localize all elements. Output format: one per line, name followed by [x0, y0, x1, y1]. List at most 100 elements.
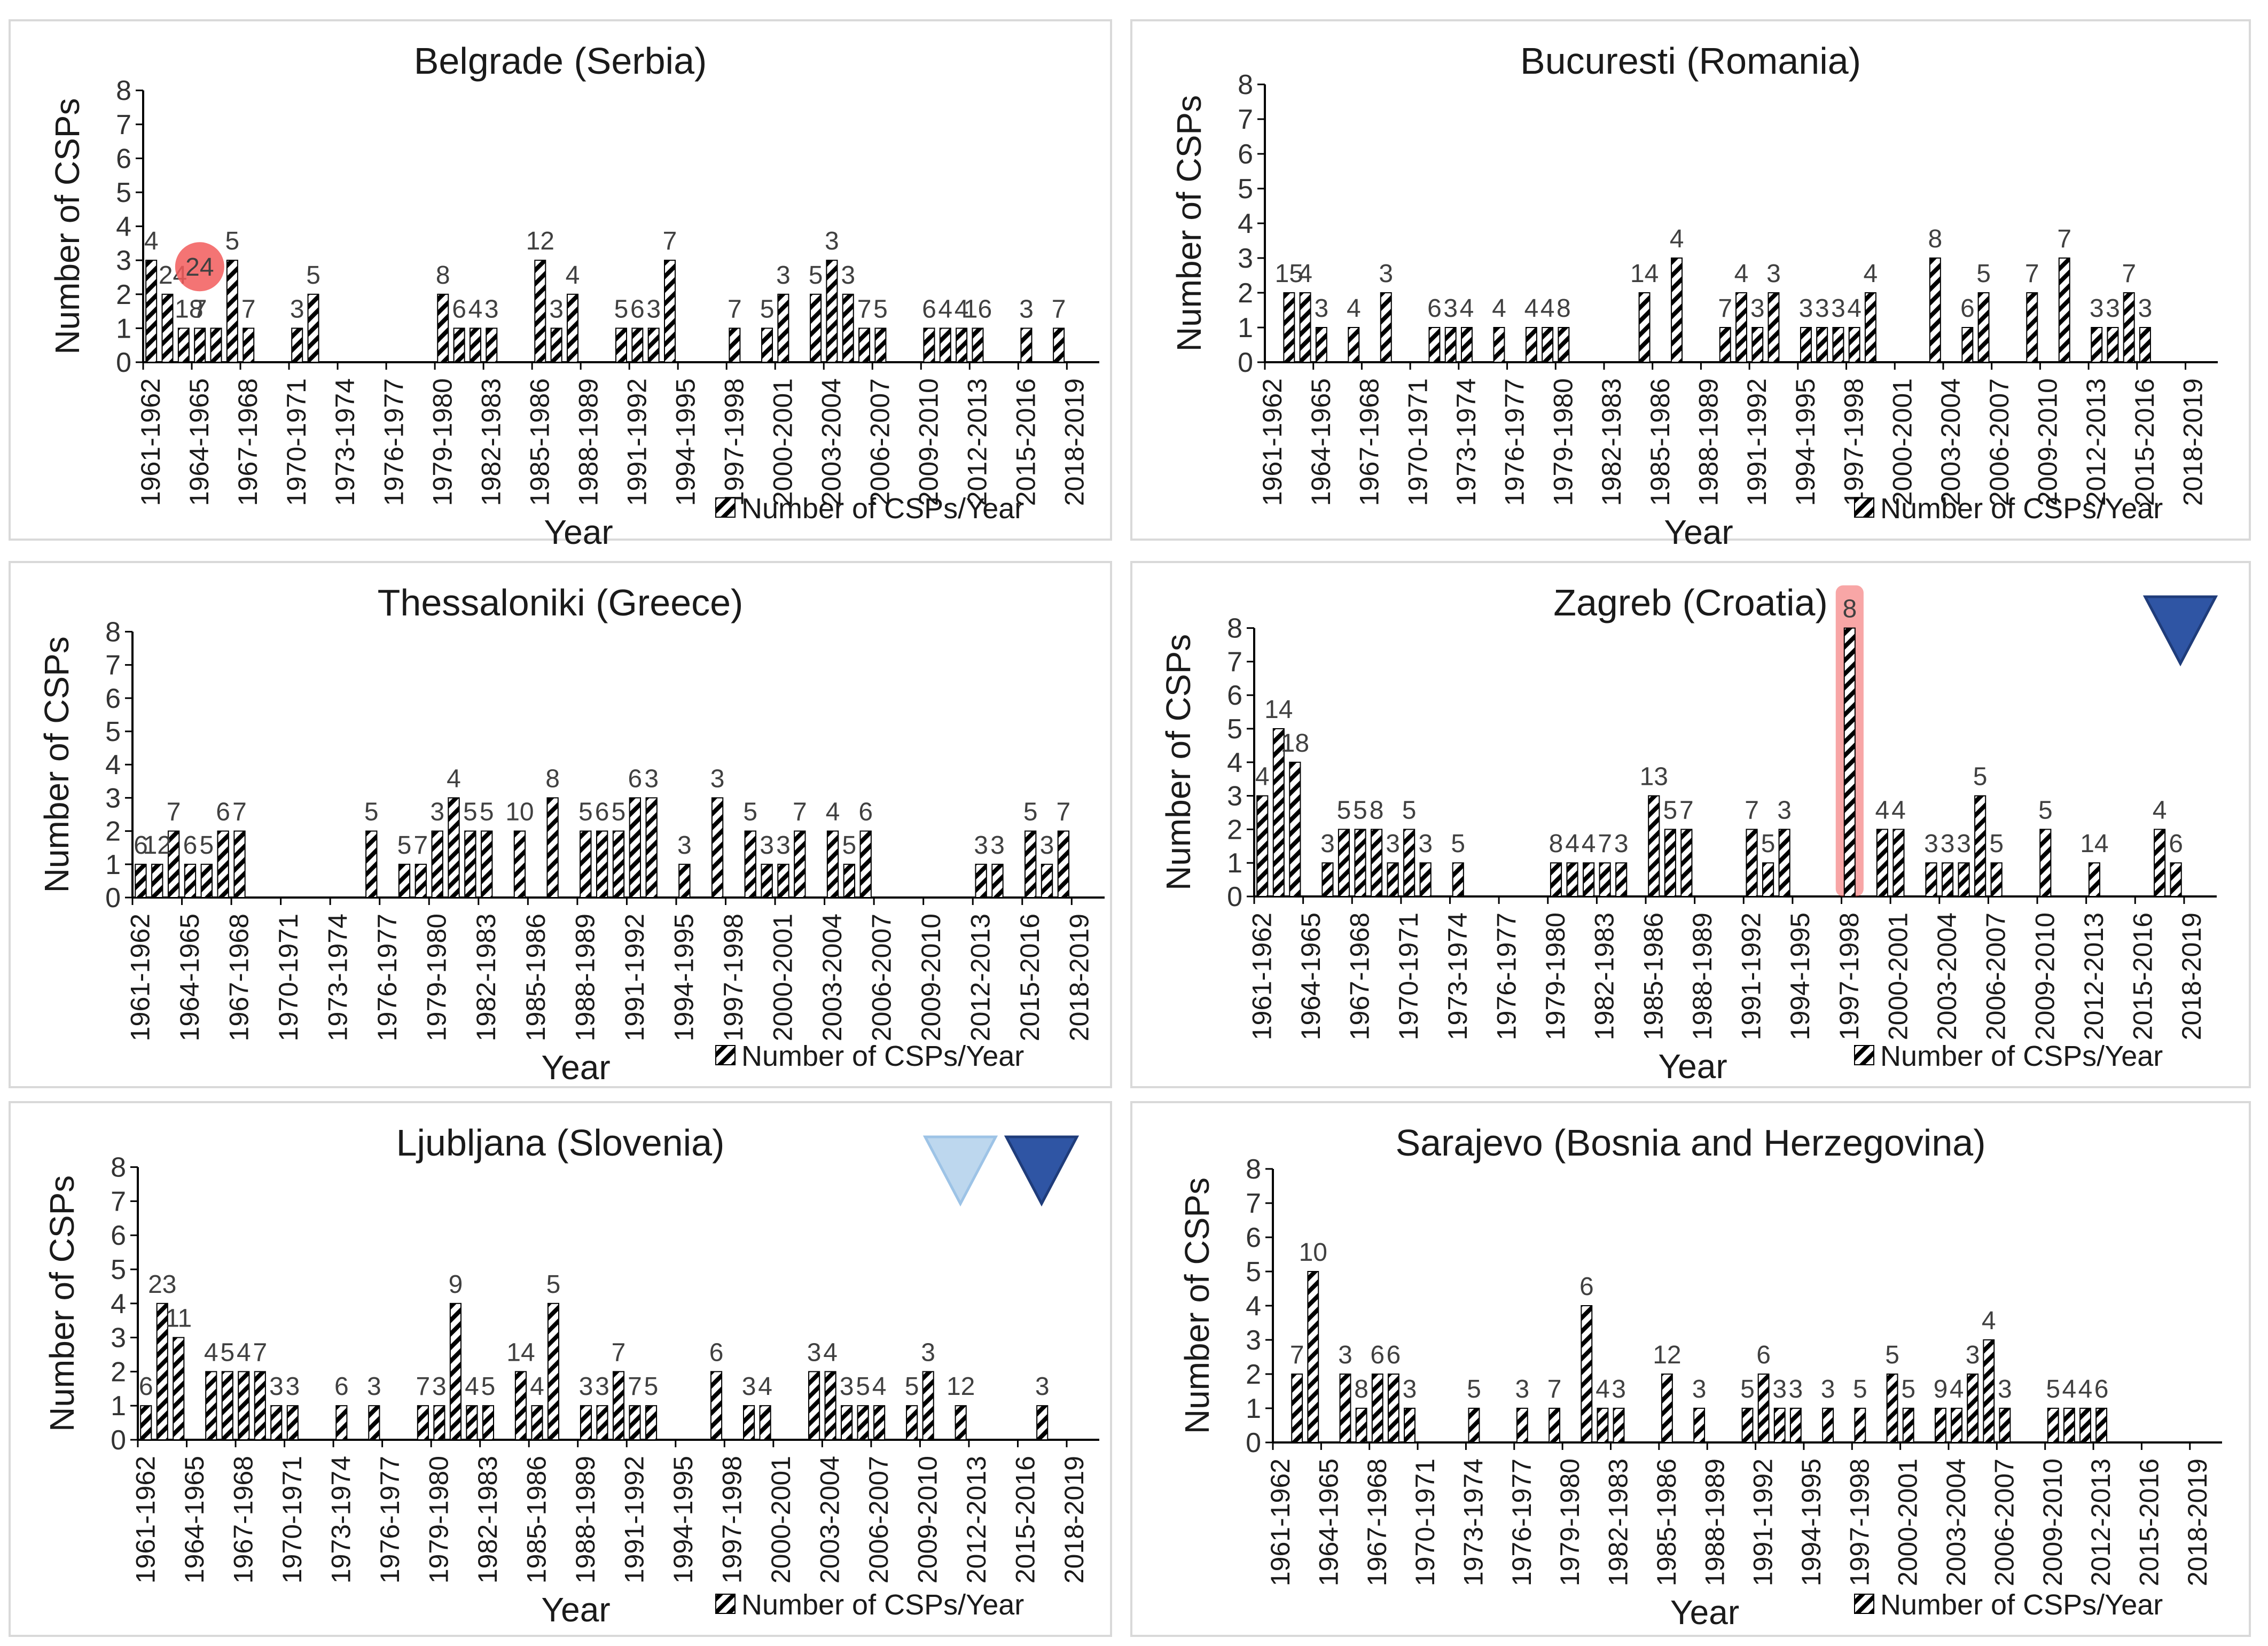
- bar[interactable]: [1741, 1408, 1754, 1443]
- bar[interactable]: [291, 327, 303, 363]
- bar[interactable]: [1428, 327, 1441, 363]
- bar[interactable]: [1419, 862, 1432, 897]
- bar[interactable]: [873, 1405, 886, 1440]
- bar[interactable]: [469, 327, 481, 363]
- bar[interactable]: [631, 327, 644, 363]
- bar[interactable]: [1387, 1374, 1399, 1443]
- bar[interactable]: [1999, 1408, 2011, 1443]
- bar[interactable]: [1444, 327, 1457, 363]
- bar[interactable]: [217, 830, 229, 898]
- bar[interactable]: [550, 327, 562, 363]
- bar[interactable]: [1773, 1408, 1786, 1443]
- bar[interactable]: [580, 830, 592, 898]
- bar[interactable]: [1848, 327, 1860, 363]
- bar[interactable]: [615, 327, 628, 363]
- bar[interactable]: [307, 293, 319, 363]
- bar[interactable]: [1941, 862, 1954, 897]
- bar[interactable]: [842, 293, 854, 363]
- bar[interactable]: [1751, 327, 1764, 363]
- bar[interactable]: [1283, 292, 1295, 363]
- bar[interactable]: [135, 863, 147, 899]
- bar[interactable]: [2095, 1408, 2108, 1443]
- bar[interactable]: [826, 260, 838, 363]
- bar[interactable]: [464, 830, 476, 898]
- bar[interactable]: [534, 260, 546, 363]
- bar[interactable]: [777, 863, 789, 899]
- bar[interactable]: [1816, 327, 1828, 363]
- bar[interactable]: [2058, 258, 2070, 363]
- bar[interactable]: [433, 1405, 445, 1440]
- bar[interactable]: [200, 863, 213, 899]
- bar[interactable]: [398, 863, 411, 899]
- bar[interactable]: [612, 1371, 625, 1440]
- bar[interactable]: [1757, 1374, 1770, 1443]
- bar[interactable]: [2063, 1408, 2075, 1443]
- bar[interactable]: [194, 327, 206, 363]
- bar[interactable]: [729, 327, 741, 363]
- bar[interactable]: [1746, 829, 1758, 898]
- bar[interactable]: [1599, 862, 1611, 897]
- bar[interactable]: [566, 293, 578, 363]
- bar[interactable]: [1934, 1408, 1946, 1443]
- bar[interactable]: [1977, 292, 1990, 363]
- bar[interactable]: [177, 327, 190, 363]
- bar[interactable]: [1057, 830, 1070, 898]
- bar[interactable]: [1615, 862, 1628, 897]
- bar[interactable]: [1307, 1271, 1319, 1443]
- bar[interactable]: [1762, 862, 1774, 897]
- bar[interactable]: [711, 797, 724, 899]
- bar[interactable]: [1053, 327, 1065, 363]
- bar[interactable]: [173, 1337, 185, 1441]
- bar[interactable]: [596, 830, 608, 898]
- bar[interactable]: [1036, 1405, 1049, 1440]
- bar[interactable]: [1864, 292, 1876, 363]
- bar[interactable]: [2170, 862, 2182, 897]
- bar[interactable]: [156, 1302, 168, 1441]
- bar[interactable]: [1613, 1408, 1625, 1443]
- bar[interactable]: [1583, 862, 1595, 897]
- bar[interactable]: [1339, 1374, 1351, 1443]
- bar[interactable]: [743, 1405, 755, 1440]
- bar[interactable]: [858, 327, 871, 363]
- bar[interactable]: [1661, 1374, 1673, 1443]
- bar[interactable]: [1958, 862, 1970, 897]
- bar[interactable]: [437, 293, 449, 363]
- bar[interactable]: [794, 830, 806, 898]
- bar[interactable]: [1338, 829, 1350, 898]
- bar[interactable]: [1800, 327, 1812, 363]
- bar[interactable]: [2026, 292, 2038, 363]
- bar[interactable]: [744, 830, 756, 898]
- bar[interactable]: [1843, 627, 1856, 897]
- bar[interactable]: [1768, 292, 1780, 363]
- bar[interactable]: [513, 830, 526, 898]
- bar[interactable]: [2088, 862, 2101, 897]
- bar[interactable]: [596, 1405, 608, 1440]
- bar[interactable]: [629, 1405, 641, 1440]
- bar[interactable]: [824, 1371, 836, 1440]
- bar[interactable]: [761, 863, 773, 899]
- bar[interactable]: [254, 1371, 266, 1440]
- bar[interactable]: [1789, 1408, 1802, 1443]
- bar[interactable]: [1832, 327, 1844, 363]
- bar[interactable]: [1876, 829, 1888, 898]
- bar[interactable]: [808, 1371, 820, 1440]
- bar[interactable]: [1886, 1374, 1898, 1443]
- bar[interactable]: [466, 1405, 478, 1440]
- bar[interactable]: [843, 863, 856, 899]
- bar[interactable]: [184, 863, 197, 899]
- bar[interactable]: [1929, 258, 1941, 363]
- bar[interactable]: [1355, 1408, 1367, 1443]
- bar[interactable]: [1925, 862, 1937, 897]
- bar[interactable]: [1581, 1305, 1593, 1443]
- bar[interactable]: [1468, 1408, 1480, 1443]
- bar[interactable]: [365, 830, 378, 898]
- bar[interactable]: [486, 327, 498, 363]
- bar[interactable]: [664, 260, 676, 363]
- bar[interactable]: [2091, 327, 2103, 363]
- bar[interactable]: [2154, 829, 2166, 898]
- bar[interactable]: [645, 797, 658, 899]
- bar[interactable]: [1597, 1408, 1609, 1443]
- bar[interactable]: [368, 1405, 380, 1440]
- bar[interactable]: [2123, 292, 2135, 363]
- bar[interactable]: [580, 1405, 592, 1440]
